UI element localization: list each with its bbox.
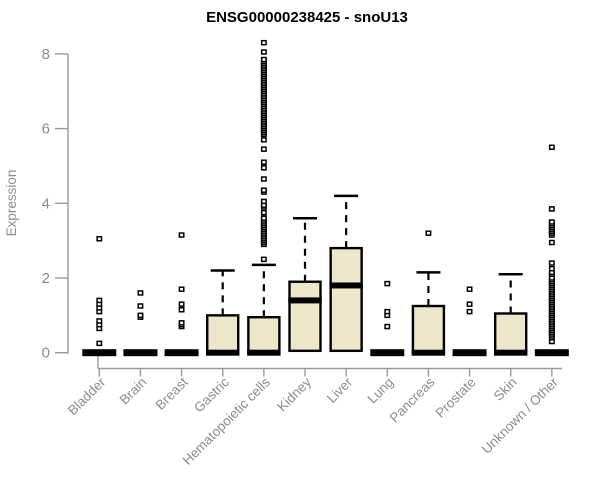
flat-box: [82, 349, 117, 357]
flat-box: [534, 349, 569, 357]
outlier-point: [178, 306, 185, 313]
box: [247, 316, 281, 354]
x-tick-label: Prostate: [433, 375, 479, 421]
outlier-point: [260, 176, 267, 182]
outlier-point: [260, 146, 267, 152]
outlier-point: [384, 308, 391, 315]
y-tick-label: 2: [42, 270, 50, 287]
outlier-point: [260, 159, 267, 165]
outlier-point: [260, 215, 267, 221]
median-line: [329, 282, 363, 289]
outlier-point: [260, 165, 267, 171]
outlier-point: [548, 265, 555, 272]
box: [329, 246, 363, 353]
outlier-point: [260, 49, 267, 55]
outlier-point: [466, 301, 473, 307]
x-tick-label: Lung: [365, 375, 397, 407]
flat-box: [164, 349, 199, 357]
x-tick-label: Kidney: [274, 374, 314, 414]
outlier-point: [260, 39, 267, 46]
x-tick-label: Bladder: [65, 374, 109, 418]
median-line: [411, 349, 446, 356]
outlier-point: [384, 280, 391, 287]
median-line: [288, 297, 322, 304]
outlier-point: [260, 256, 267, 263]
outlier-point: [96, 236, 103, 242]
x-tick-label: Unknown / Other: [479, 374, 562, 457]
outlier-point: [548, 144, 555, 151]
outlier-point: [96, 297, 103, 304]
outlier-point: [137, 290, 144, 296]
x-tick-label: Skin: [491, 375, 520, 404]
outlier-point: [178, 286, 185, 292]
outlier-point: [260, 209, 267, 216]
x-tick-label: Brain: [117, 375, 150, 408]
y-tick-label: 4: [42, 195, 50, 212]
median-line: [494, 349, 528, 356]
x-tick-label: Breast: [152, 374, 190, 412]
outlier-point: [466, 286, 473, 292]
outlier-point: [548, 219, 555, 225]
chart-title: ENSG00000238425 - snoU13: [206, 9, 408, 26]
y-tick-label: 8: [42, 46, 50, 63]
outlier-point: [548, 260, 555, 266]
outlier-point: [260, 56, 267, 63]
outlier-point: [178, 320, 185, 326]
outlier-point: [260, 137, 267, 143]
y-tick-label: 0: [42, 345, 50, 362]
box: [494, 312, 528, 354]
outlier-point: [548, 206, 555, 212]
box: [288, 280, 322, 353]
y-axis-label: Expression: [4, 170, 19, 237]
box: [411, 304, 446, 354]
outlier-point: [178, 232, 185, 238]
outlier-point: [178, 301, 185, 307]
outlier-point: [96, 318, 103, 324]
outlier-point: [137, 303, 144, 309]
outlier-point: [137, 312, 144, 319]
flat-box: [370, 349, 405, 357]
outlier-point: [260, 187, 267, 193]
flat-box: [452, 349, 487, 357]
outlier-point: [96, 340, 103, 347]
outlier-point: [548, 239, 555, 246]
x-tick-label: Gastric: [191, 374, 232, 415]
outlier-point: [384, 323, 391, 330]
y-tick-label: 6: [42, 121, 50, 138]
median-line: [247, 349, 281, 356]
median-line: [206, 349, 240, 356]
x-tick-label: Liver: [324, 374, 356, 406]
x-tick-label: Pancreas: [387, 374, 438, 425]
outlier-point: [260, 198, 267, 205]
flat-box: [123, 349, 158, 357]
outlier-point: [466, 308, 473, 315]
box: [206, 314, 240, 354]
outlier-point: [425, 230, 432, 236]
